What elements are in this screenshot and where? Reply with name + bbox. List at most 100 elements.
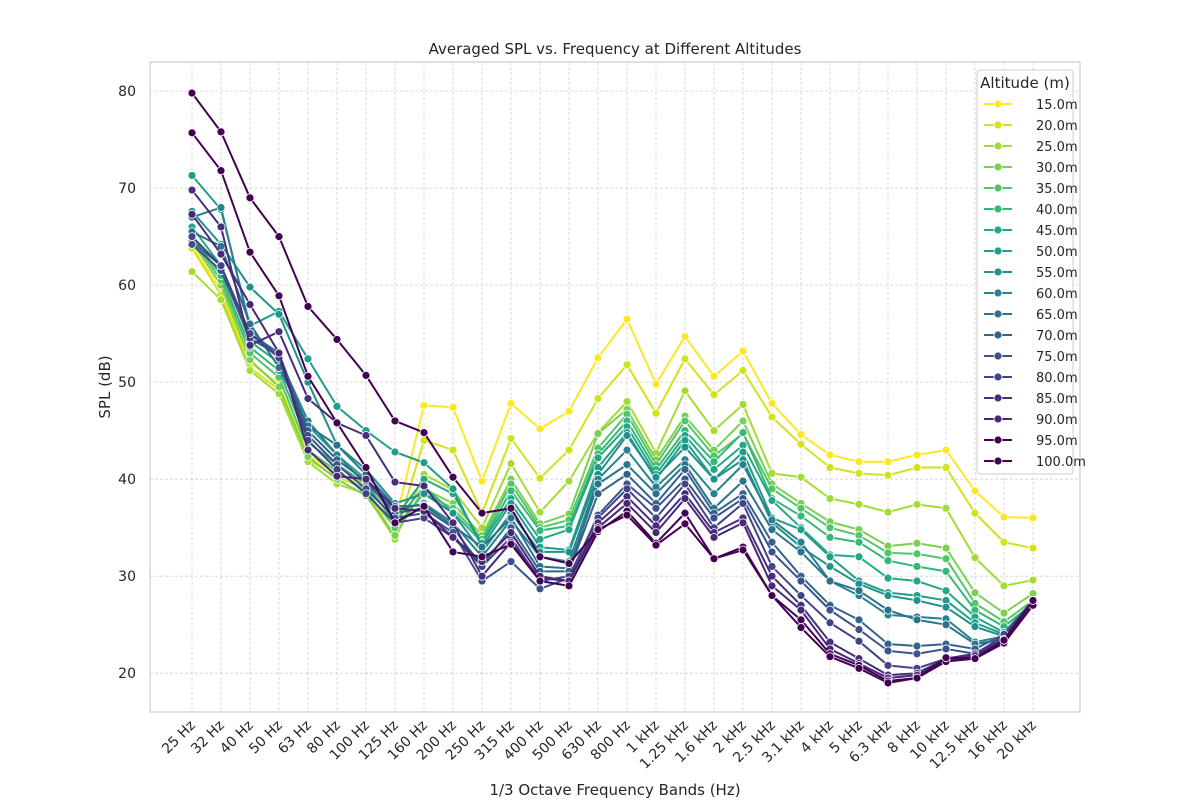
data-point [883,678,893,688]
data-point [390,531,400,540]
data-point [912,450,922,460]
series-90.0m [187,209,1038,683]
data-point [854,468,864,478]
data-point [680,386,690,396]
data-point [187,171,197,180]
legend-label: 45.0m [1036,224,1078,239]
legend-label: 35.0m [1036,182,1078,197]
data-point [970,654,980,664]
data-point [680,354,690,364]
series-line [191,213,1034,680]
data-point [796,615,806,625]
data-point [187,239,197,249]
data-point [506,539,516,549]
data-point [506,503,516,513]
data-point [796,605,806,615]
data-point [419,501,429,511]
legend-label: 85.0m [1036,392,1078,407]
data-point [303,371,313,381]
data-point [303,445,313,455]
data-point [767,547,777,557]
data-point [941,586,951,596]
series-line [191,174,1034,636]
data-point [448,508,458,518]
data-point [332,402,342,411]
data-point [680,508,690,518]
data-point [941,620,951,630]
data-point [999,537,1009,547]
data-point [651,408,661,418]
data-point [651,540,661,550]
y-tick-label: 60 [118,278,136,294]
data-point [680,332,690,341]
data-point [680,479,690,489]
legend-title: Altitude (m) [980,74,1070,92]
data-point [303,302,313,311]
data-point [332,471,342,481]
data-point [912,615,922,625]
legend-entry: 30.0m [984,161,1078,176]
legend-entry: 65.0m [984,308,1078,323]
data-point [216,203,226,212]
data-point [970,622,980,632]
legend-label: 95.0m [1036,434,1078,449]
data-point [709,465,719,474]
data-point [593,353,603,363]
data-point [506,557,516,567]
data-point [883,507,893,517]
data-point [970,588,980,598]
legend-marker [993,204,1003,214]
data-point [738,366,748,375]
data-point [448,484,458,494]
data-point [332,418,342,428]
data-point [651,472,661,482]
data-point [941,554,951,564]
x-axis-label: 1/3 Octave Frequency Bands (Hz) [489,781,740,799]
legend-entry: 90.0m [984,413,1078,428]
series-lines [187,88,1038,688]
data-point [274,327,284,337]
data-point [854,552,864,562]
plot-area [149,61,1081,713]
data-point [477,476,487,486]
data-point [999,635,1009,645]
legend-marker [993,267,1003,277]
data-point [738,545,748,555]
legend: Altitude (m) 15.0m 20.0m 25.0m 30.0m 35.0m 40… [976,69,1086,475]
data-point [245,366,255,375]
data-point [709,489,719,499]
data-point [941,543,951,553]
legend-marker [993,330,1003,340]
data-point [622,360,632,370]
data-point [883,661,893,670]
legend-entry: 70.0m [984,329,1078,344]
legend-label: 30.0m [1036,161,1078,176]
data-point [825,562,835,571]
data-point [680,519,690,529]
legend-marker [993,120,1003,130]
data-point [245,340,255,350]
data-point [332,440,342,450]
legend-marker [993,414,1003,424]
data-point [361,474,371,484]
legend-entry: 100.0m [984,455,1086,470]
data-point [622,484,632,494]
data-point [883,573,893,583]
data-point [825,618,835,628]
data-point [883,591,893,600]
legend-label: 20.0m [1036,119,1078,134]
data-point [854,586,864,596]
data-point [680,416,690,426]
legend-marker [993,99,1003,109]
legend-label: 15.0m [1036,98,1078,113]
legend-marker [993,246,1003,256]
data-point [941,503,951,513]
data-point [506,513,516,523]
data-point [216,222,226,232]
data-point [912,499,922,509]
legend-label: 75.0m [1036,350,1078,365]
data-point [883,646,893,656]
data-point [245,247,255,257]
data-point [216,127,226,137]
data-point [970,553,980,563]
